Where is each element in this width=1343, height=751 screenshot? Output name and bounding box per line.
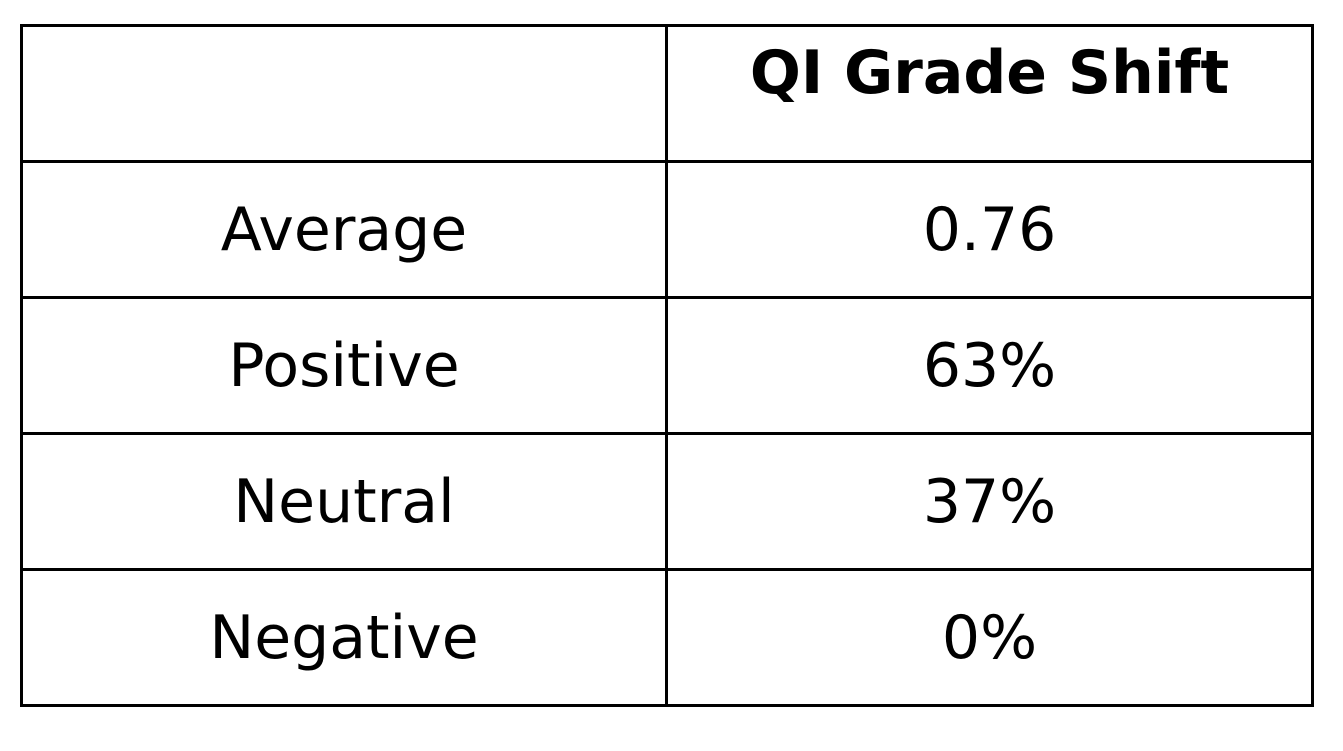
table-row: Average 0.76 xyxy=(20,160,1314,299)
row-value-negative: 0% xyxy=(665,568,1314,707)
row-value-average: 0.76 xyxy=(665,160,1314,299)
table-header-row: QI Grade Shift xyxy=(20,24,1314,163)
header-qi-grade-shift: QI Grade Shift xyxy=(665,24,1314,163)
row-value-neutral: 37% xyxy=(665,432,1314,571)
row-label-average: Average xyxy=(20,160,668,299)
qi-grade-shift-table: QI Grade Shift Average 0.76 Positive 63%… xyxy=(20,24,1314,707)
row-label-negative: Negative xyxy=(20,568,668,707)
header-empty-cell xyxy=(20,24,668,163)
row-value-positive: 63% xyxy=(665,296,1314,435)
table-row: Positive 63% xyxy=(20,296,1314,435)
table-row: Neutral 37% xyxy=(20,432,1314,571)
table-row: Negative 0% xyxy=(20,568,1314,707)
row-label-positive: Positive xyxy=(20,296,668,435)
row-label-neutral: Neutral xyxy=(20,432,668,571)
